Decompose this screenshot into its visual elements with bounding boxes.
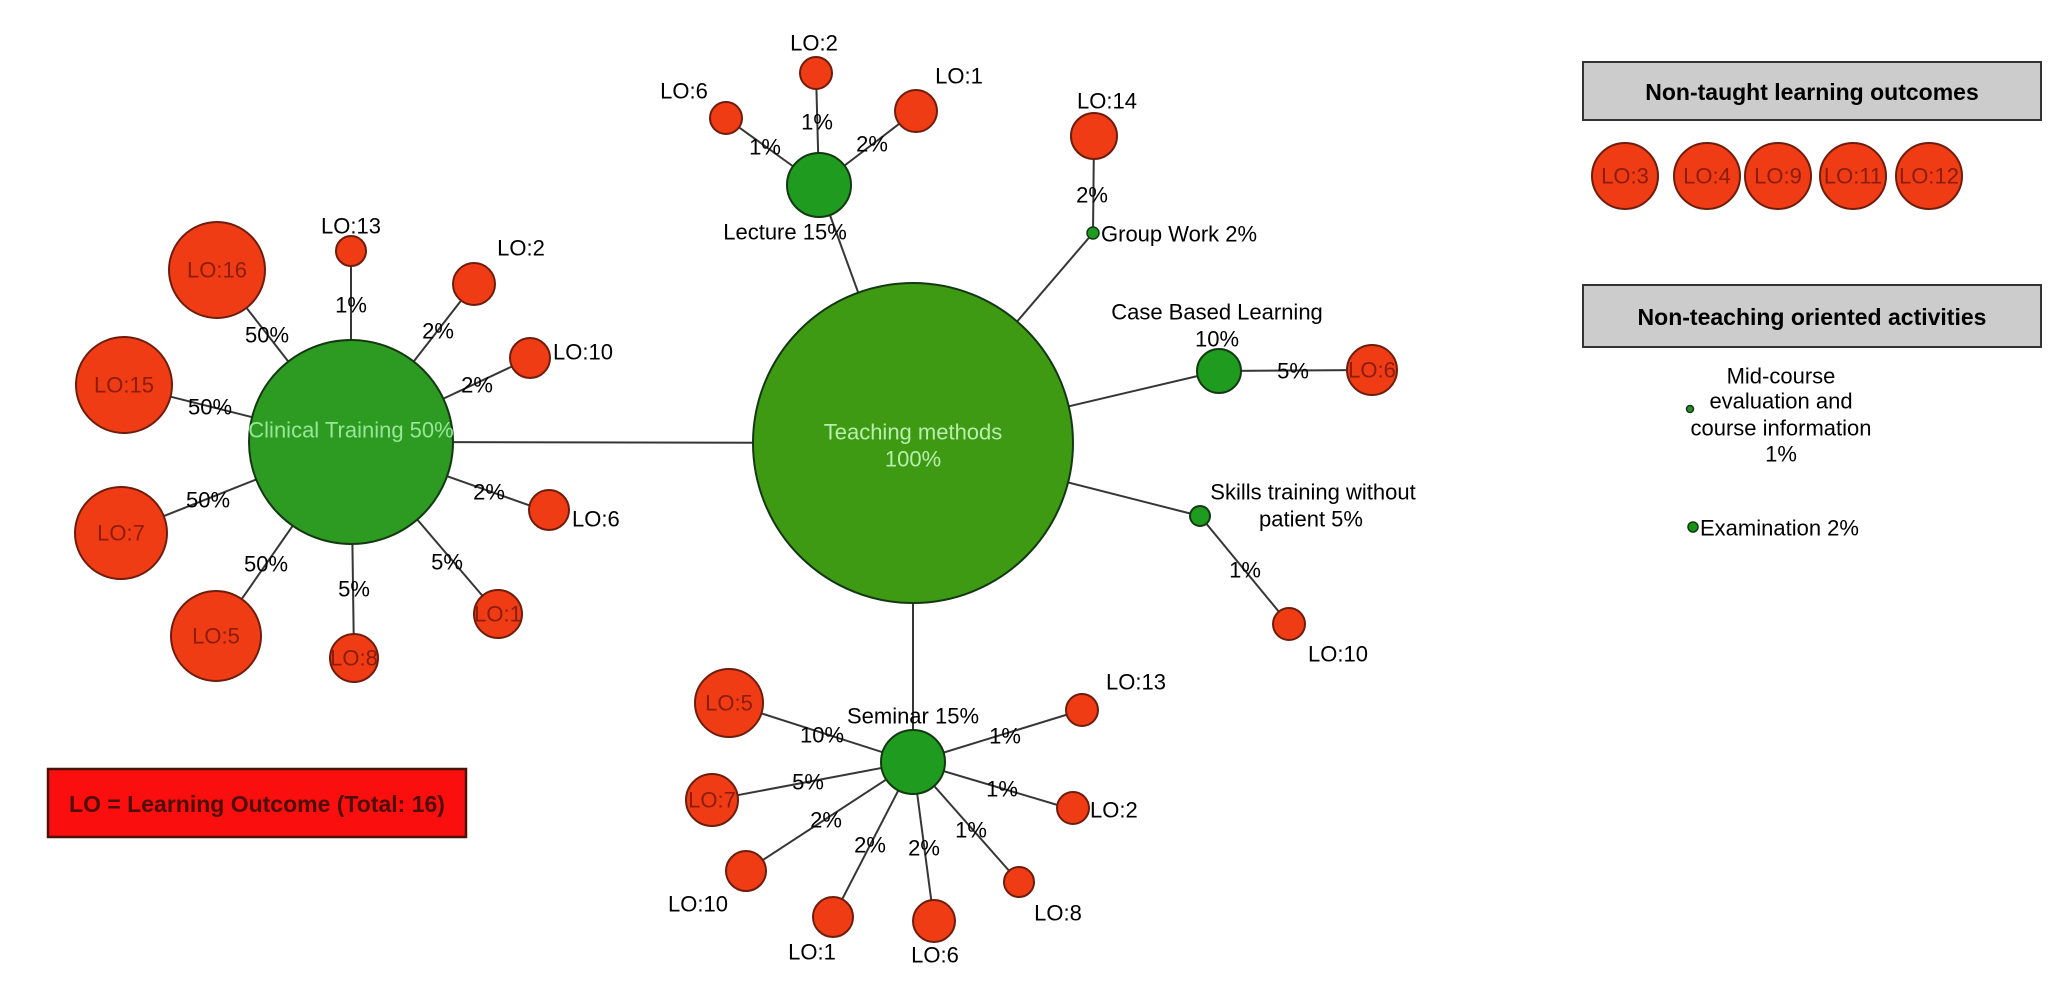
svg-text:LO:12: LO:12 <box>1899 164 1959 189</box>
svg-text:2%: 2% <box>908 836 940 861</box>
svg-text:2%: 2% <box>422 319 454 344</box>
svg-text:10%: 10% <box>800 723 844 748</box>
svg-text:1%: 1% <box>986 777 1018 802</box>
svg-text:LO:13: LO:13 <box>1106 670 1166 695</box>
svg-text:patient 5%: patient 5% <box>1259 507 1363 532</box>
svg-text:LO:1: LO:1 <box>474 602 522 627</box>
svg-text:LO:6: LO:6 <box>911 943 959 968</box>
svg-text:2%: 2% <box>1076 183 1108 208</box>
svg-text:5%: 5% <box>338 577 370 602</box>
svg-text:1%: 1% <box>955 818 987 843</box>
svg-text:LO:7: LO:7 <box>688 788 736 813</box>
svg-text:5%: 5% <box>1277 359 1309 384</box>
svg-text:Teaching methods: Teaching methods <box>824 420 1003 445</box>
svg-text:course information: course information <box>1691 416 1872 441</box>
svg-text:LO:10: LO:10 <box>553 340 613 365</box>
svg-text:1%: 1% <box>801 110 833 135</box>
svg-text:50%: 50% <box>188 395 232 420</box>
svg-text:LO:2: LO:2 <box>1090 798 1138 823</box>
svg-text:LO:4: LO:4 <box>1683 164 1731 189</box>
svg-text:50%: 50% <box>186 488 230 513</box>
svg-text:Non-taught learning outcomes: Non-taught learning outcomes <box>1645 79 1979 105</box>
svg-text:1%: 1% <box>1229 558 1261 583</box>
svg-text:1%: 1% <box>1765 442 1797 467</box>
svg-text:LO:5: LO:5 <box>705 691 753 716</box>
svg-text:LO:6: LO:6 <box>1348 358 1396 383</box>
svg-text:LO:8: LO:8 <box>1034 901 1082 926</box>
svg-text:LO:7: LO:7 <box>97 521 145 546</box>
svg-text:50%: 50% <box>245 323 289 348</box>
svg-text:5%: 5% <box>431 550 463 575</box>
svg-text:LO:16: LO:16 <box>187 258 247 283</box>
svg-text:LO:2: LO:2 <box>790 31 838 56</box>
svg-text:100%: 100% <box>885 447 941 472</box>
svg-text:Group Work 2%: Group Work 2% <box>1101 222 1257 247</box>
svg-text:LO:14: LO:14 <box>1077 89 1137 114</box>
svg-text:LO:2: LO:2 <box>497 236 545 261</box>
svg-text:LO:3: LO:3 <box>1601 164 1649 189</box>
svg-text:LO:1: LO:1 <box>935 64 983 89</box>
svg-text:LO:10: LO:10 <box>1308 642 1368 667</box>
svg-text:10%: 10% <box>1195 327 1239 352</box>
svg-text:Case Based Learning: Case Based Learning <box>1111 300 1323 325</box>
svg-text:Clinical Training 50%: Clinical Training 50% <box>248 418 453 443</box>
svg-text:5%: 5% <box>792 770 824 795</box>
svg-text:2%: 2% <box>856 132 888 157</box>
svg-text:2%: 2% <box>461 373 493 398</box>
svg-text:LO:15: LO:15 <box>94 373 154 398</box>
svg-text:Seminar 15%: Seminar 15% <box>847 704 979 729</box>
svg-text:1%: 1% <box>335 293 367 318</box>
svg-text:LO:8: LO:8 <box>330 646 378 671</box>
svg-text:LO:11: LO:11 <box>1824 164 1882 189</box>
svg-text:1%: 1% <box>989 724 1021 749</box>
svg-text:Non-teaching oriented activiti: Non-teaching oriented activities <box>1638 304 1987 330</box>
svg-text:Examination 2%: Examination 2% <box>1700 516 1859 541</box>
svg-text:Skills training without: Skills training without <box>1210 480 1415 505</box>
svg-text:evaluation and: evaluation and <box>1709 389 1852 414</box>
svg-text:LO:10: LO:10 <box>668 892 728 917</box>
svg-text:LO:9: LO:9 <box>1754 164 1802 189</box>
svg-text:LO:5: LO:5 <box>192 624 240 649</box>
svg-text:Mid-course: Mid-course <box>1727 364 1836 389</box>
svg-text:LO:1: LO:1 <box>788 940 836 965</box>
svg-text:2%: 2% <box>473 480 505 505</box>
svg-text:LO:6: LO:6 <box>572 507 620 532</box>
svg-text:LO = Learning Outcome (Total:: LO = Learning Outcome (Total: 16) <box>69 791 445 817</box>
svg-text:LO:6: LO:6 <box>660 79 708 104</box>
svg-text:Lecture 15%: Lecture 15% <box>723 220 847 245</box>
svg-text:LO:13: LO:13 <box>321 214 381 239</box>
svg-text:1%: 1% <box>749 135 781 160</box>
svg-text:50%: 50% <box>244 552 288 577</box>
svg-text:2%: 2% <box>854 833 886 858</box>
svg-text:2%: 2% <box>810 808 842 833</box>
